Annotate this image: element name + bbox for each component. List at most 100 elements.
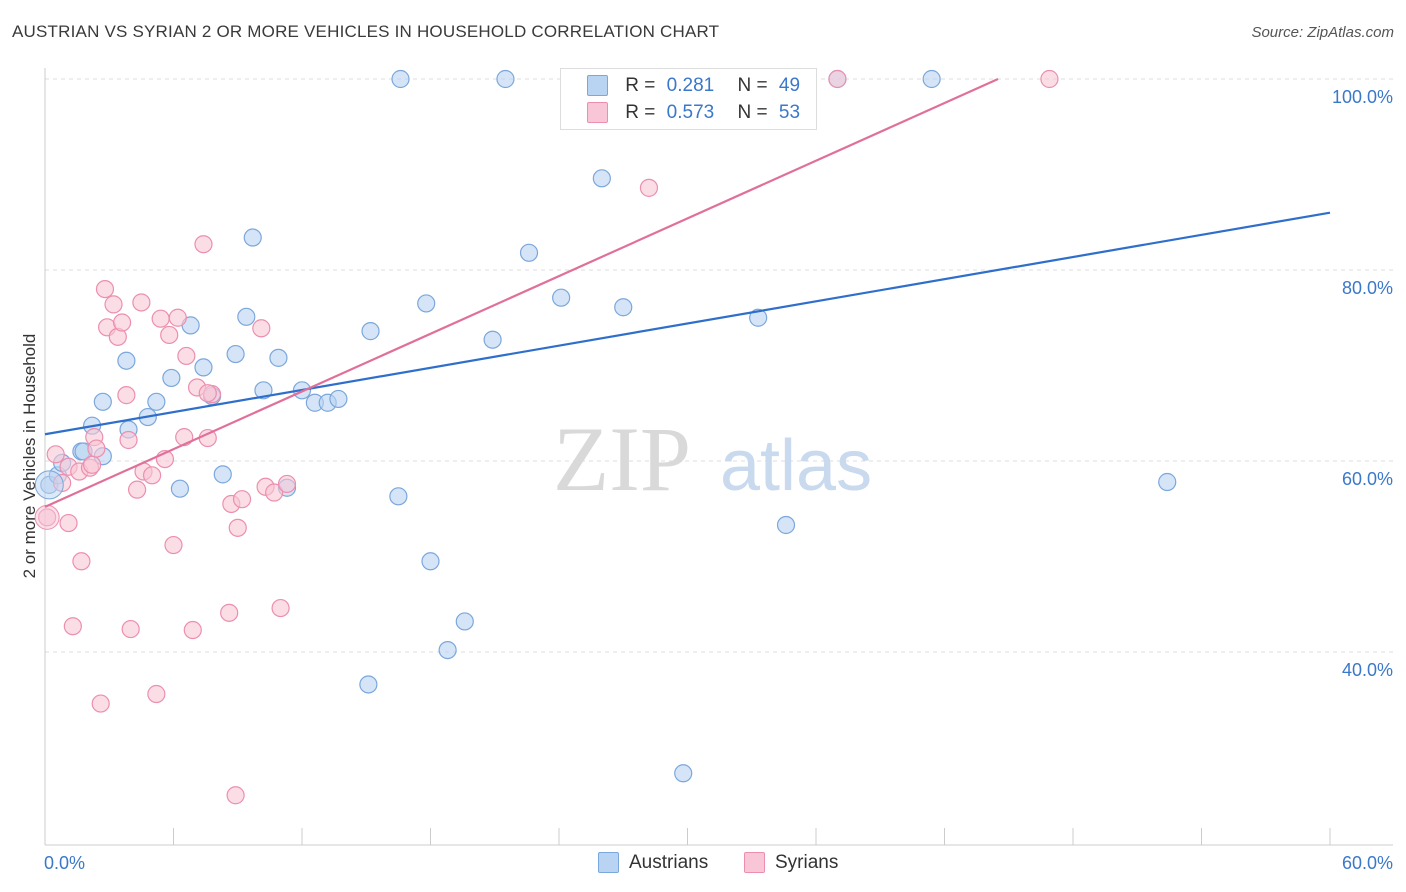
- austrian-point-15: [194, 358, 213, 377]
- syrians-legend-label: Syrians: [775, 852, 839, 873]
- y-tick-labels: 40.0% 60.0% 80.0% 100.0%: [1332, 87, 1393, 680]
- source-label: Source: ZipAtlas.com: [1251, 24, 1394, 41]
- chart-title: AUSTRIAN VS SYRIAN 2 OR MORE VEHICLES IN…: [12, 22, 720, 41]
- syrians-n-value: 53: [778, 102, 801, 123]
- syrian-cluster-point: [34, 504, 60, 530]
- austrian-point-33: [421, 552, 440, 571]
- syrian-point-45: [265, 483, 284, 502]
- syrian-point-29: [164, 535, 183, 555]
- austrian-point-18: [226, 344, 245, 364]
- syrian-point-30: [168, 308, 187, 327]
- syrian-point-15: [104, 295, 123, 314]
- austrian-point-22: [269, 348, 288, 367]
- syrian-point-52: [198, 384, 217, 403]
- austrian-point-13: [170, 479, 190, 498]
- syrian-point-5: [63, 617, 82, 636]
- austrian-point-30: [389, 487, 408, 506]
- austrians-legend-label: Austrians: [629, 852, 709, 873]
- syrians-n-label: N =: [737, 102, 768, 123]
- syrian-point-43: [252, 319, 271, 338]
- watermark-zip: ZIP: [553, 408, 691, 510]
- syrians-legend-swatch: [744, 852, 765, 874]
- austrian-point-46: [922, 69, 941, 89]
- syrian-point-13: [95, 280, 115, 299]
- syrian-point-12: [91, 694, 110, 713]
- syrian-point-47: [277, 474, 297, 494]
- y-tick-label-80: 80.0%: [1342, 278, 1393, 298]
- austrian-point-8: [117, 351, 136, 370]
- austrian-point-11: [147, 392, 166, 411]
- austrians-n-value: 49: [778, 75, 801, 96]
- austrian-point-38: [519, 243, 539, 262]
- bottom-legend-syrians: Syrians: [744, 852, 838, 876]
- syrian-point-50: [828, 69, 847, 89]
- syrian-point-38: [220, 603, 239, 622]
- austrian-point-35: [455, 612, 474, 631]
- syrian-point-41: [228, 518, 247, 537]
- austrian-point-37: [496, 69, 515, 89]
- legend-row-austrians: R = 0.281 N = 49: [587, 75, 800, 99]
- austrian-point-29: [361, 322, 380, 341]
- syrian-point-51: [1040, 69, 1059, 89]
- syrian-point-46: [271, 598, 290, 618]
- austrian-point-44: [776, 515, 796, 535]
- austrian-point-39: [552, 288, 571, 307]
- austrians-legend-swatch: [598, 852, 619, 874]
- austrian-point-31: [391, 69, 410, 89]
- austrian-point-36: [483, 330, 502, 349]
- austrian-trend-line: [44, 211, 1331, 436]
- trend-lines: [44, 77, 1331, 508]
- syrian-point-19: [119, 430, 138, 450]
- syrian-point-40: [226, 786, 245, 805]
- syrian-point-49: [639, 178, 659, 197]
- austrians-swatch: [587, 75, 608, 97]
- austrian-point-19: [237, 307, 256, 326]
- axes: [44, 68, 1393, 846]
- austrian-point-17: [213, 465, 232, 484]
- syrian-point-28: [160, 325, 179, 345]
- y-tick-label-100: 100.0%: [1332, 87, 1393, 107]
- syrian-point-26: [151, 309, 170, 328]
- austrian-point-27: [329, 389, 348, 409]
- syrian-point-4: [59, 513, 78, 533]
- austrians-r-label: R =: [625, 75, 656, 96]
- syrians-r-value: 0.573: [666, 102, 715, 123]
- syrians-swatch: [587, 102, 608, 124]
- syrian-point-24: [142, 466, 162, 485]
- syrian-point-20: [121, 619, 140, 639]
- austrian-point-7: [93, 392, 112, 411]
- austrians-n-label: N =: [737, 75, 768, 96]
- austrian-point-41: [614, 298, 633, 317]
- x-tick-label-max: 60.0%: [1342, 853, 1393, 873]
- legend-row-syrians: R = 0.573 N = 53: [587, 102, 800, 126]
- syrian-point-18: [117, 386, 136, 405]
- austrian-point-47: [1158, 472, 1177, 492]
- syrian-point-31: [175, 428, 194, 447]
- austrian-point-42: [674, 764, 693, 783]
- syrian-point-42: [232, 490, 252, 509]
- syrians-r-label: R =: [625, 102, 656, 123]
- austrian-point-12: [162, 368, 181, 388]
- austrian-point-43: [749, 308, 768, 327]
- syrian-point-25: [147, 684, 166, 704]
- y-tick-label-40: 40.0%: [1342, 660, 1393, 680]
- syrian-point-7: [72, 552, 91, 571]
- watermark-atlas: atlas: [720, 426, 872, 506]
- watermark: ZIP atlas: [553, 408, 872, 510]
- austrian-point-34: [438, 640, 457, 660]
- austrian-point-32: [417, 294, 436, 313]
- syrian-trend-line: [44, 77, 999, 508]
- syrian-point-1: [46, 445, 65, 464]
- syrian-point-33: [183, 620, 202, 640]
- x-tick-label-min: 0.0%: [44, 853, 85, 873]
- austrians-r-value: 0.281: [666, 75, 715, 96]
- austrian-point-40: [592, 169, 611, 188]
- austrian-point-20: [243, 228, 262, 247]
- syrian-point-22: [132, 293, 151, 312]
- syrian-point-21: [127, 480, 147, 499]
- austrian-point-28: [359, 675, 378, 694]
- correlation-legend: R = 0.281 N = 49 R = 0.573 N = 53: [560, 68, 817, 130]
- y-tick-label-60: 60.0%: [1342, 469, 1393, 489]
- syrian-point-17: [112, 313, 132, 332]
